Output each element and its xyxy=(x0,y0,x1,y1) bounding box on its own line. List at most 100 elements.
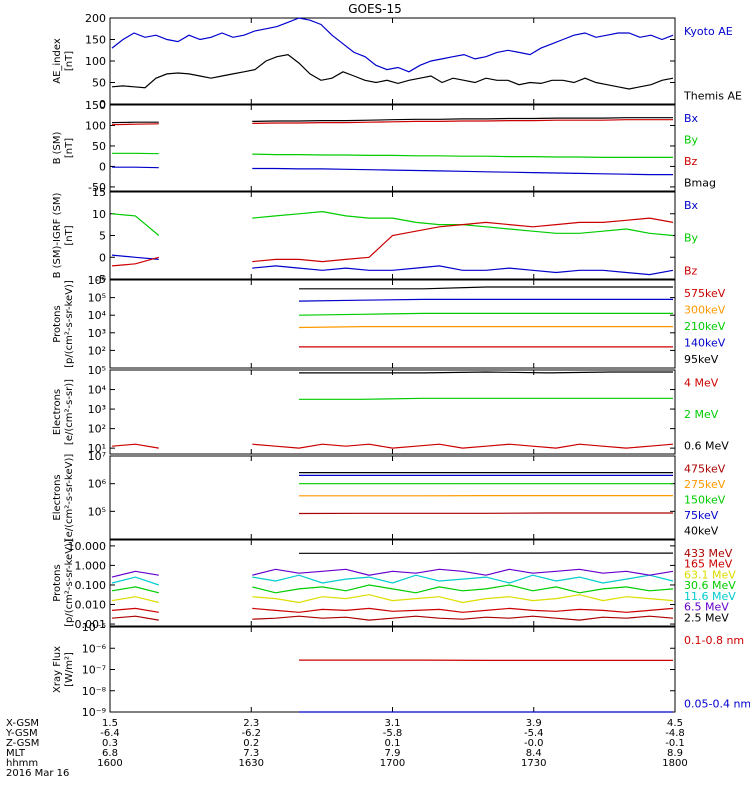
panel-frame xyxy=(109,279,676,369)
ytick-label: 10⁴ xyxy=(88,384,107,397)
series-line-433-mev xyxy=(252,615,674,621)
ytick-label: 150 xyxy=(85,34,106,47)
ytick-label: 10³ xyxy=(88,327,106,340)
footer-row-label: X-GSM xyxy=(6,718,39,729)
panel-frame xyxy=(109,626,676,713)
footer-value: 4.5 xyxy=(667,718,683,729)
ytick-label: 10⁵ xyxy=(88,505,106,518)
footer-value: 1730 xyxy=(521,758,546,769)
legend-label: Bmag xyxy=(684,176,716,189)
footer-row-label: MLT xyxy=(6,748,26,759)
series-line-30-6-mev xyxy=(252,584,674,594)
legend-label: 210keV xyxy=(684,320,726,333)
footer-row-label: hhmm xyxy=(6,758,38,769)
ytick-label: 0.100 xyxy=(75,579,107,592)
footer-value: -6.4 xyxy=(100,728,120,739)
panel-frame xyxy=(109,455,676,540)
ylabel: B (SM)-IGRF (SM) xyxy=(52,193,63,279)
legend-label: By xyxy=(684,232,699,245)
ytick-label: 10⁷ xyxy=(88,450,106,463)
series-line-6-5-mev xyxy=(111,570,159,578)
legend-label: 0.1-0.8 nm xyxy=(684,634,744,647)
footer-value: 0.2 xyxy=(243,738,259,749)
legend-label: 63.1 MeV xyxy=(684,568,736,581)
footer-row-label: Z-GSM xyxy=(6,738,39,749)
series-line-95kev xyxy=(299,286,673,290)
panel-6: 0.001 0.010 0.100 1.000 10.000 Protons [p/(cm²… xyxy=(52,539,736,631)
ytick-label: 10⁴ xyxy=(88,309,107,322)
footer-value: 7.3 xyxy=(243,748,259,759)
series-line-2-mev xyxy=(299,397,673,400)
series-line-11-6-mev xyxy=(252,574,674,584)
legend-label: 2.5 MeV xyxy=(684,611,729,624)
footer-value: 8.9 xyxy=(667,748,683,759)
footer-value: 1600 xyxy=(97,758,122,769)
legend-label: 4 MeV xyxy=(684,377,719,390)
legend-label: Bz xyxy=(684,264,698,277)
ylabel: B (SM) xyxy=(52,131,63,164)
legend-label: Bx xyxy=(684,199,699,212)
legend-label: 0.05-0.4 nm xyxy=(684,698,750,711)
footer-value: 1630 xyxy=(239,758,264,769)
ytick-label: 1.000 xyxy=(75,559,107,572)
series-line-bx xyxy=(111,254,159,260)
panel-5: 10⁵ 10⁶ 10⁷ Electrons [e/(cm²-s-sr-keV)] 475k… xyxy=(52,450,726,541)
ytick-label: 5 xyxy=(99,230,106,243)
legend-label: 2 MeV xyxy=(684,408,719,421)
series-line-bx xyxy=(252,265,674,276)
legend-label: 165 MeV xyxy=(684,558,733,571)
series-line-6-5-mev xyxy=(252,568,674,576)
legend-label: By xyxy=(684,133,699,146)
series-line-210kev xyxy=(298,312,673,316)
panel-7: 10⁻⁹ 10⁻⁸ 10⁻⁷ 10⁻⁶ 10⁻⁵ Xray Flux [W/m²] 0.1-0… xyxy=(52,621,750,719)
footer-value: 1800 xyxy=(662,758,687,769)
footer-row-label: Y-GSM xyxy=(5,728,38,739)
panel-frame xyxy=(109,369,676,455)
ylabel: [W/m²] xyxy=(64,652,75,687)
ylabel: [p/(cm²-s-sr-keV)] xyxy=(64,280,75,368)
ylabel: [e/(cm²-s-sr-keV)] xyxy=(64,454,75,542)
ytick-label: 10⁻⁶ xyxy=(82,642,107,655)
footer-value: -0.0 xyxy=(524,738,544,749)
footer-date: 2016 Mar 16 xyxy=(6,768,69,779)
footer-value: 6.8 xyxy=(102,748,118,759)
panel-4: 10¹ 10² 10³ 10⁴ 10⁵ Electrons [e/(cm²-s-sr)] 4 … xyxy=(52,364,729,455)
legend-label: 475keV xyxy=(684,462,726,475)
ytick-label: 10⁵ xyxy=(88,292,106,305)
series-line-bz xyxy=(252,119,673,124)
legend-label: Themis AE xyxy=(683,89,742,102)
legend-label: 6.5 MeV xyxy=(684,601,729,614)
legend-label: Bx xyxy=(684,112,699,125)
series-line-4-mev xyxy=(111,443,159,449)
footer-value: -4.8 xyxy=(665,728,685,739)
ytick-label: 10⁵ xyxy=(88,364,106,377)
ytick-label: 10⁻⁹ xyxy=(82,706,106,719)
series-line-kyoto-ae xyxy=(111,17,674,73)
series-line-by xyxy=(252,153,673,158)
panel-frame xyxy=(109,17,676,105)
legend-label: 11.6 MeV xyxy=(684,590,736,603)
ytick-label: 0 xyxy=(99,98,106,111)
footer-value: 7.9 xyxy=(385,748,401,759)
ytick-label: 0.010 xyxy=(75,599,107,612)
footer-value: 0.1 xyxy=(385,738,401,749)
footer-value: 0.3 xyxy=(102,738,118,749)
legend-label: 95keV xyxy=(684,353,719,366)
panel-0: 0 50 100 150 200 AE_index [nT] Kyoto AE Themis A… xyxy=(52,12,742,111)
legend-label: 575keV xyxy=(684,287,726,300)
series-line-bz xyxy=(252,217,674,263)
series-line-165-mev xyxy=(111,607,159,613)
ytick-label: 0 xyxy=(99,160,106,173)
series-line-bmag xyxy=(252,117,673,122)
series-line-63-1-mev xyxy=(252,594,674,604)
ytick-label: 10² xyxy=(88,423,106,436)
ylabel: Electrons xyxy=(52,389,63,435)
footer-value: -5.8 xyxy=(383,728,403,739)
ytick-label: -50 xyxy=(88,181,106,194)
series-line-300kev xyxy=(298,326,673,329)
ytick-label: 10² xyxy=(88,344,106,357)
footer-value: 3.9 xyxy=(526,718,542,729)
series-line-433-mev xyxy=(111,615,159,621)
